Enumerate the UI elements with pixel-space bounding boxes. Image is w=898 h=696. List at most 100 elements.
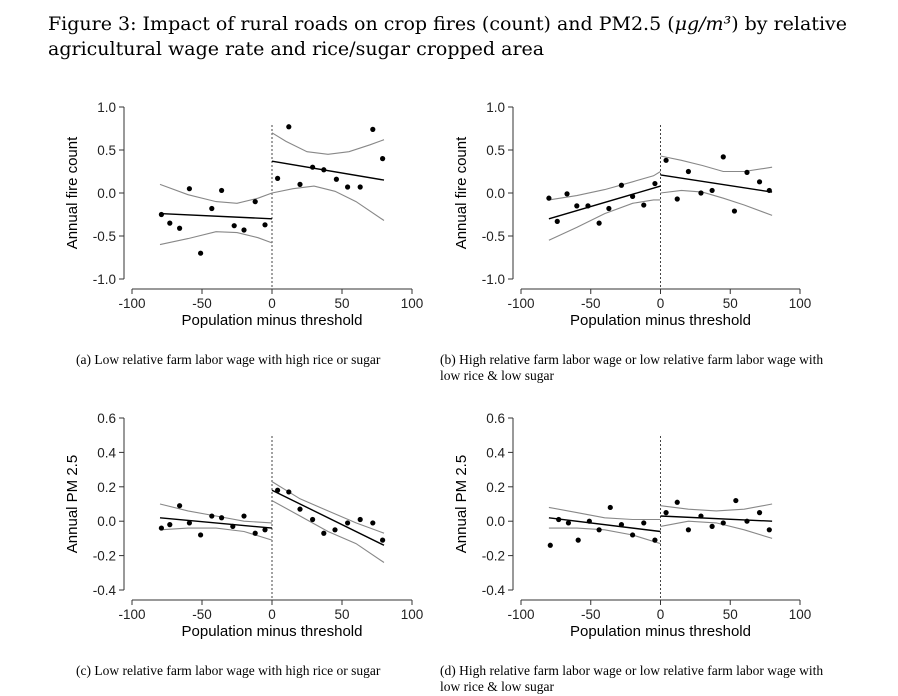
- x-tick-label-b: 0: [657, 296, 665, 311]
- data-point-c: [262, 527, 268, 533]
- data-point-d: [663, 509, 669, 516]
- data-point-c: [297, 506, 303, 512]
- data-point-b: [574, 203, 580, 209]
- data-point-a: [262, 222, 268, 228]
- data-point-c: [380, 537, 386, 543]
- data-point-b: [766, 187, 772, 194]
- data-point-d: [720, 520, 726, 526]
- ci-band-ci-left-upper-a: [159, 183, 273, 204]
- ci-band-ci-right-lower-d: [660, 520, 773, 539]
- y-tick-label-d: -0.4: [482, 583, 506, 598]
- data-point-d: [652, 537, 658, 543]
- data-point-a: [209, 205, 215, 212]
- data-point-a: [333, 176, 339, 182]
- data-point-d: [565, 520, 572, 526]
- data-point-b: [709, 187, 715, 194]
- ci-band-ci-left-lower-d: [548, 527, 661, 545]
- x-tick-label-c: 100: [401, 607, 424, 622]
- ci-band-ci-right-upper-a: [271, 132, 385, 155]
- panel-d: -0.4 -0.2 0.0 0.2 0.4 0.6 -100 -50 0 50 100 Populat…: [453, 411, 811, 640]
- data-point-d: [586, 518, 592, 524]
- y-tick-label-a: 0.0: [97, 186, 116, 201]
- caption-d: (d) High relative farm labor wage or low…: [440, 663, 824, 694]
- y-tick-label-b: 1.0: [486, 100, 505, 115]
- data-point-a: [345, 184, 351, 190]
- data-point-c: [370, 520, 376, 526]
- data-point-d: [630, 532, 636, 538]
- data-point-c: [241, 513, 247, 519]
- data-point-a: [231, 223, 237, 229]
- x-tick-label-d: -50: [581, 607, 601, 622]
- x-tick-label-b: -50: [581, 296, 601, 311]
- data-point-a: [177, 225, 183, 231]
- ci-band-ci-right-lower-a: [271, 185, 385, 221]
- data-point-c: [332, 527, 338, 533]
- y-tick-label-b: 0.0: [486, 186, 505, 201]
- data-point-c: [186, 520, 192, 526]
- ci-band-ci-left-lower-b: [548, 199, 661, 241]
- panel-b: -1.0 -0.5 0.0 0.5 1.0 -100 -50 0 50 100 Population…: [453, 100, 811, 329]
- panel-c: -0.4 -0.2 0.0 0.2 0.4 0.6 -100 -50 0 50 100 Populat…: [64, 411, 423, 640]
- x-axis-label-d: Population minus threshold: [570, 623, 751, 640]
- data-point-b: [744, 169, 750, 175]
- y-axis-label-a: Annual fire count: [64, 136, 81, 249]
- y-tick-label-a: -1.0: [93, 272, 116, 287]
- data-point-c: [167, 522, 173, 528]
- x-tick-label-b: 100: [789, 296, 812, 311]
- data-point-a: [186, 186, 192, 192]
- ci-band-ci-right-lower-b: [660, 189, 773, 216]
- data-point-d: [547, 542, 553, 548]
- data-point-a: [219, 187, 225, 194]
- x-tick-label-a: 100: [401, 296, 424, 311]
- data-point-b: [618, 182, 625, 188]
- data-point-d: [596, 527, 602, 533]
- caption-a: (a) Low relative farm labor wage with hi…: [76, 352, 381, 367]
- x-tick-label-c: 50: [334, 607, 349, 622]
- data-point-c: [357, 516, 363, 523]
- x-tick-label-d: 0: [657, 607, 665, 622]
- figure-title-unit: μg/m³: [674, 13, 732, 35]
- y-tick-label-a: 1.0: [97, 100, 116, 115]
- x-tick-label-b: -100: [507, 296, 534, 311]
- x-tick-label-c: 0: [268, 607, 276, 622]
- data-point-a: [167, 220, 173, 226]
- y-tick-label-d: -0.2: [482, 549, 505, 564]
- data-point-c: [321, 530, 327, 536]
- data-point-c: [198, 532, 204, 538]
- data-point-b: [564, 191, 570, 197]
- fit-line-right-a: [271, 160, 385, 181]
- y-axis-label-c: Annual PM 2.5: [64, 455, 81, 553]
- x-axis-label-b: Population minus threshold: [570, 312, 751, 329]
- y-tick-label-c: -0.4: [93, 583, 117, 598]
- data-point-c: [158, 525, 164, 531]
- data-point-a: [158, 211, 164, 218]
- y-axis-label-b: Annual fire count: [453, 136, 470, 249]
- x-axis-label-a: Population minus threshold: [182, 312, 363, 329]
- fit-line-left-a: [159, 212, 273, 220]
- y-tick-label-c: 0.0: [97, 514, 116, 529]
- x-tick-label-a: 0: [268, 296, 276, 311]
- data-point-a: [321, 167, 327, 173]
- y-axis-label-d: Annual PM 2.5: [453, 455, 470, 553]
- x-tick-label-d: 100: [789, 607, 812, 622]
- x-tick-label-c: -100: [118, 607, 145, 622]
- y-tick-label-d: 0.2: [486, 480, 505, 495]
- fit-line-right-d: [660, 515, 773, 522]
- data-point-b: [546, 195, 552, 201]
- data-point-c: [286, 489, 292, 495]
- data-point-a: [370, 126, 376, 132]
- data-point-c: [230, 523, 236, 529]
- ci-band-ci-right-lower-c: [271, 500, 385, 563]
- ci-band-ci-left-upper-c: [159, 503, 273, 524]
- data-point-c: [310, 516, 316, 523]
- ci-band-ci-left-upper-d: [548, 506, 661, 521]
- panel-a: -1.0 -0.5 0.0 0.5 1.0 -100 -50 0 50 100 Population…: [64, 100, 423, 329]
- fit-line-right-c: [271, 489, 385, 546]
- fit-line-right-b: [660, 174, 773, 193]
- x-tick-label-b: 50: [723, 296, 738, 311]
- data-point-a: [297, 181, 303, 187]
- data-point-b: [663, 157, 669, 163]
- y-tick-label-c: 0.6: [97, 411, 116, 426]
- data-point-c: [177, 503, 183, 509]
- data-point-d: [575, 537, 581, 543]
